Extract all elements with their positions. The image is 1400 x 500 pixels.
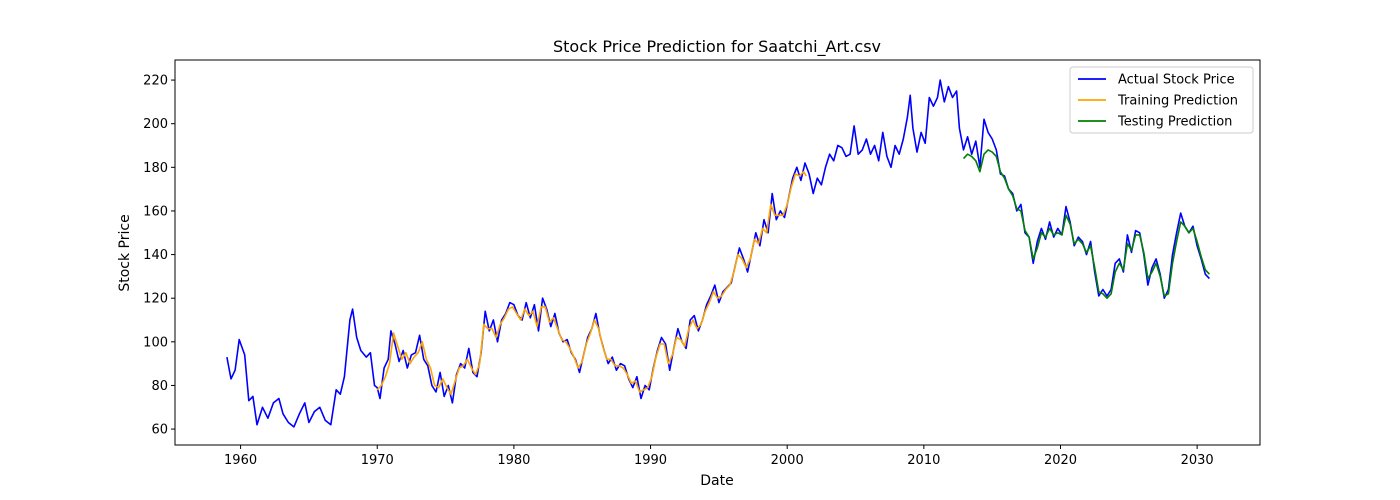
legend: Actual Stock Price Training Prediction Tes… — [1069, 66, 1254, 134]
training-prediction-line — [376, 170, 807, 395]
y-axis: 60 80 100 120 140 160 180 200 220 — [143, 74, 175, 438]
y-tick-label: 60 — [151, 423, 168, 438]
y-tick-label: 80 — [151, 379, 168, 394]
x-tick-label: 2030 — [1181, 453, 1214, 468]
x-tick-label: 2000 — [771, 453, 804, 468]
series-layer — [226, 79, 1210, 428]
legend-item-testing: Testing Prediction — [1117, 115, 1232, 130]
legend-frame — [1069, 66, 1254, 134]
y-tick-label: 200 — [143, 117, 168, 132]
y-tick-label: 140 — [143, 248, 168, 263]
x-tick-label: 1980 — [497, 453, 530, 468]
y-tick-label: 100 — [143, 335, 168, 350]
x-tick-label: 1970 — [361, 453, 394, 468]
y-tick-label: 160 — [143, 204, 168, 219]
y-tick-label: 220 — [143, 74, 168, 89]
chart-title: Stock Price Prediction for Saatchi_Art.c… — [553, 37, 881, 57]
y-axis-label: Stock Price — [117, 214, 133, 291]
legend-item-actual: Actual Stock Price — [1118, 73, 1235, 88]
x-tick-label: 1960 — [224, 453, 257, 468]
x-axis: 1960 1970 1980 1990 2000 2010 2020 2030 — [224, 445, 1214, 468]
y-tick-label: 180 — [143, 161, 168, 176]
x-tick-label: 1990 — [634, 453, 667, 468]
testing-prediction-line — [962, 149, 1210, 299]
x-tick-label: 2020 — [1044, 453, 1077, 468]
x-axis-label: Date — [700, 473, 733, 489]
legend-item-training: Training Prediction — [1117, 94, 1238, 109]
x-tick-label: 2010 — [907, 453, 940, 468]
y-tick-label: 120 — [143, 292, 168, 307]
plot-frame — [174, 59, 1261, 446]
